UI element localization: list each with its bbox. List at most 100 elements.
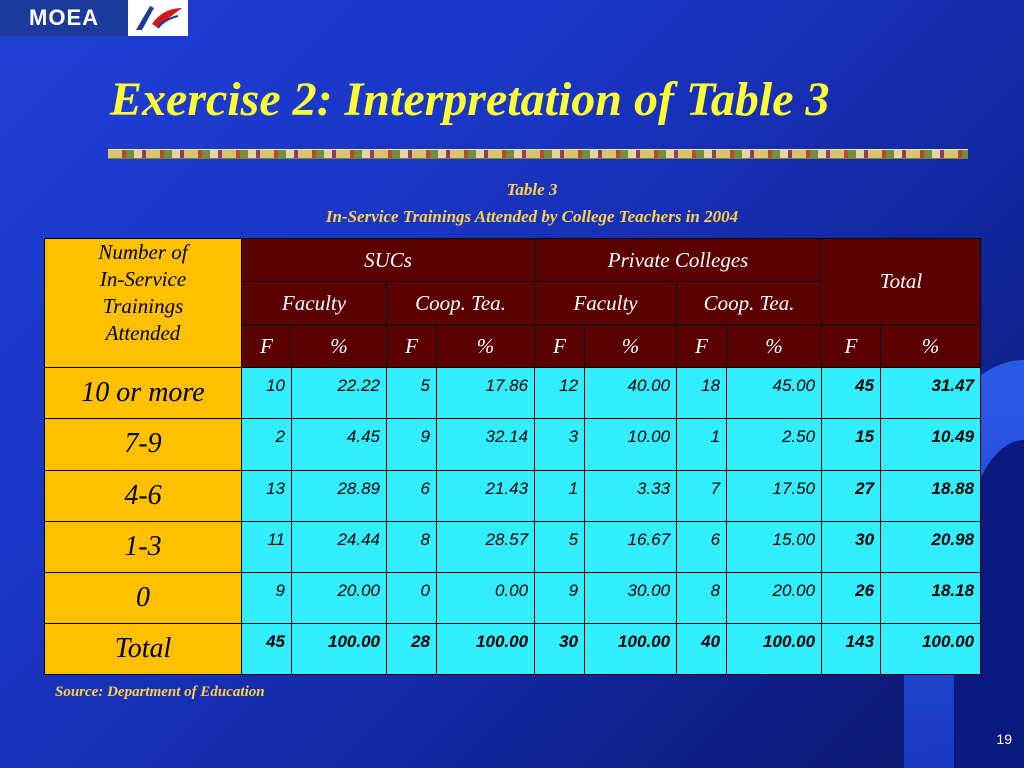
table-row: 1-3 11 24.44 8 28.57 5 16.67 6 15.00 30 20.98 — [44, 520, 982, 573]
column-header: % — [584, 324, 678, 369]
corner-line: In-Service — [99, 267, 187, 291]
table-row: 7-9 2 4.45 9 32.14 3 10.00 1 2.50 15 10.49 — [44, 418, 982, 471]
table-row: Total 45 100.00 28 100.00 30 100.00 40 100.00 143… — [44, 622, 982, 676]
table-cell: 18 — [676, 367, 728, 420]
group-header-total: Total — [821, 237, 982, 326]
table-cell: 1 — [676, 418, 728, 471]
table-cell: 1 — [534, 469, 586, 522]
table-cell: 30 — [534, 622, 586, 676]
table-cell: 17.86 — [435, 367, 536, 420]
table-row: 0 9 20.00 0 0.00 9 30.00 8 20.00 26 18.18 — [44, 571, 982, 624]
table-cell: 3.33 — [584, 469, 678, 522]
table-cell: 30 — [821, 520, 882, 573]
table-cell: 5 — [386, 367, 437, 420]
table-cell: 24.44 — [291, 520, 387, 573]
corner-line: Trainings — [102, 294, 184, 318]
table-cell: 45.00 — [726, 367, 823, 420]
table-cell: 143 — [821, 622, 882, 676]
row-label: 1-3 — [44, 520, 242, 573]
column-header: F — [534, 324, 586, 369]
table-cell: 12 — [534, 367, 586, 420]
table-cell: 100.00 — [880, 622, 982, 676]
moea-bird-logo-icon — [128, 0, 188, 36]
table-cell: 9 — [241, 571, 292, 624]
row-label: 10 or more — [44, 367, 242, 420]
page-number: 19 — [996, 731, 1012, 747]
table-cell: 6 — [386, 469, 437, 522]
subgroup-header: Coop. Tea. — [676, 281, 823, 326]
subgroup-header: Coop. Tea. — [385, 281, 536, 326]
source-note: Source: Department of Education — [55, 684, 265, 700]
table-cell: 31.47 — [880, 367, 982, 420]
table-cell: 45 — [241, 622, 292, 676]
column-header: F — [676, 324, 728, 369]
table-cell: 28.89 — [291, 469, 387, 522]
table-cell: 20.00 — [726, 571, 823, 624]
table-cell: 10 — [241, 367, 292, 420]
table-cell: 5 — [534, 520, 586, 573]
corner-header: Number of In-Service Trainings Attended — [44, 237, 242, 369]
table-cell: 13 — [241, 469, 292, 522]
row-label: 0 — [44, 571, 242, 624]
table-row: 4-6 13 28.89 6 21.43 1 3.33 7 17.50 27 18.88 — [44, 469, 982, 522]
table-cell: 45 — [821, 367, 882, 420]
table-cell: 40 — [676, 622, 728, 676]
table-cell: 20.98 — [880, 520, 982, 573]
table-cell: 3 — [534, 418, 586, 471]
table-cell: 100.00 — [726, 622, 823, 676]
subgroup-header: Faculty — [534, 281, 678, 326]
table-cell: 22.22 — [291, 367, 387, 420]
table-cell: 11 — [241, 520, 292, 573]
table-cell: 18.88 — [880, 469, 982, 522]
column-header: F — [386, 324, 437, 369]
table-cell: 2 — [241, 418, 292, 471]
table-cell: 18.18 — [880, 571, 982, 624]
table-cell: 6 — [676, 520, 728, 573]
table-cell: 9 — [386, 418, 437, 471]
table-cell: 15 — [821, 418, 882, 471]
table-cell: 100.00 — [584, 622, 678, 676]
table-cell: 28 — [386, 622, 437, 676]
table-cell: 21.43 — [435, 469, 536, 522]
table-cell: 26 — [821, 571, 882, 624]
row-label: 4-6 — [44, 469, 242, 522]
table-cell: 10.00 — [584, 418, 678, 471]
table-cell: 32.14 — [435, 418, 536, 471]
table-cell: 10.49 — [880, 418, 982, 471]
table-cell: 7 — [676, 469, 728, 522]
decorative-divider — [108, 149, 968, 159]
table-cell: 0 — [386, 571, 437, 624]
table-cell: 8 — [676, 571, 728, 624]
trainings-table: Number of In-Service Trainings Attended … — [44, 237, 982, 676]
column-header: F — [821, 324, 882, 369]
table-cell: 8 — [386, 520, 437, 573]
table-cell: 30.00 — [584, 571, 678, 624]
table-cell: 40.00 — [584, 367, 678, 420]
column-header: % — [880, 324, 982, 369]
column-header: % — [291, 324, 387, 369]
table-row: 10 or more 10 22.22 5 17.86 12 40.00 18 45.00 45 3… — [44, 367, 982, 420]
table-cell: 15.00 — [726, 520, 823, 573]
table-cell: 9 — [534, 571, 586, 624]
row-label: 7-9 — [44, 418, 242, 471]
column-header: F — [241, 324, 292, 369]
group-header-private: Private Colleges — [534, 237, 823, 283]
column-header: % — [435, 324, 536, 369]
corner-line: Number of — [98, 240, 188, 264]
group-header-sucs: SUCs — [240, 237, 536, 283]
table-caption-number: Table 3 — [506, 180, 558, 199]
table-caption-title: In-Service Trainings Attended by College… — [325, 207, 739, 226]
table-cell: 27 — [821, 469, 882, 522]
table-cell: 100.00 — [435, 622, 536, 676]
table-cell: 17.50 — [726, 469, 823, 522]
corner-line: Attended — [105, 321, 181, 345]
table-cell: 4.45 — [291, 418, 387, 471]
table-cell: 28.57 — [435, 520, 536, 573]
table-cell: 0.00 — [435, 571, 536, 624]
table-cell: 100.00 — [291, 622, 387, 676]
logo-text: MOEA — [0, 0, 128, 36]
subgroup-header: Faculty — [241, 281, 387, 326]
table-cell: 20.00 — [291, 571, 387, 624]
table-cell: 2.50 — [726, 418, 823, 471]
table-cell: 16.67 — [584, 520, 678, 573]
